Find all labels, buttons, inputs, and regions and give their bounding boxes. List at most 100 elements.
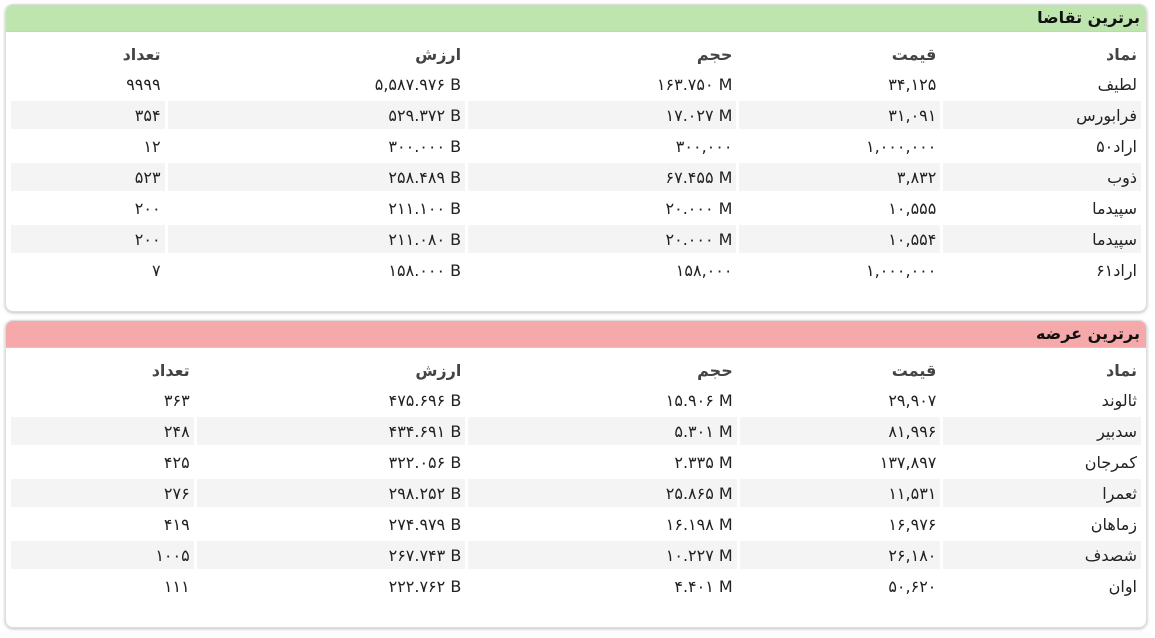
symbol-cell: زماهان: [1090, 514, 1137, 534]
value-cell: ۵۰,۶۲۰: [888, 576, 937, 596]
table: نماد قیمت حجم ارزش تعداد لطیف ۳۴,۱۲۵ ۱۶۳.۷۵۰ M ۵…: [8, 38, 1144, 287]
row: ذوب ۳,۸۳۲ ۶۷.۴۵۵ M ۲۵۸.۴۸۹ B ۵۲۳: [11, 163, 1141, 191]
symbol-cell: اراد۶۱: [1096, 260, 1137, 280]
symbol-cell: لطیف: [1097, 74, 1137, 94]
table: نماد قیمت حجم ارزش تعداد ثالوند ۲۹,۹۰۷ ۱۵.۹۰۶ M…: [8, 354, 1144, 603]
symbol-cell: سپیدما: [1092, 198, 1137, 218]
row: سپیدما ۱۰,۵۵۴ ۲۰.۰۰۰ M ۲۱۱.۰۸۰ B ۲۰۰: [11, 225, 1141, 253]
value-cell: ۲۷۴.۹۷۹ B: [388, 514, 462, 534]
value-cell: ۱۷.۰۲۷ M: [468, 101, 737, 129]
value-cell: ۲۰.۰۰۰ M: [468, 225, 737, 253]
value-cell: ۲۶,۱۸۰: [739, 541, 941, 569]
value-cell: ۲۰۰: [11, 225, 165, 253]
value-cell: ۳۰۰,۰۰۰: [675, 136, 733, 156]
row: کمرجان ۱۳۷,۸۹۷ ۲.۳۳۵ M ۳۲۲.۰۵۶ B ۴۲۵: [11, 448, 1141, 476]
symbol-cell: سپیدما: [943, 225, 1141, 253]
value-cell: ۴۱۹: [163, 514, 190, 534]
value-cell: ۱۵۸.۰۰۰ B: [388, 260, 462, 280]
panel-title: برترین عرضه: [6, 321, 1146, 348]
value-cell: ۲۹,۹۰۷: [888, 390, 937, 410]
column-header: حجم: [697, 360, 733, 380]
panel-title: برترین تقاضا: [6, 5, 1146, 32]
column-header: ارزش: [415, 360, 462, 380]
value-cell: ۲۹۸.۲۵۲ B: [196, 479, 466, 507]
value-cell: ۳۴,۱۲۵: [888, 74, 937, 94]
value-cell: ۱۶۳.۷۵۰ M: [656, 74, 733, 94]
value-cell: ۸۱,۹۹۶: [739, 417, 941, 445]
column-header: تعداد: [122, 44, 161, 64]
value-cell: ۲۴۸: [11, 417, 194, 445]
symbol-cell: اوان: [1108, 576, 1137, 596]
value-cell: ۱۰۰۵: [11, 541, 194, 569]
value-cell: ۱,۰۰۰,۰۰۰: [866, 136, 937, 156]
value-cell: ۲۱۱.۰۸۰ B: [167, 225, 466, 253]
value-cell: ۵۲۳: [11, 163, 165, 191]
symbol-cell: ثالوند: [1101, 390, 1137, 410]
value-cell: ۳,۸۳۲: [739, 163, 941, 191]
value-cell: ۵۲۹.۳۷۲ B: [167, 101, 466, 129]
symbol-cell: فرابورس: [943, 101, 1141, 129]
row: لطیف ۳۴,۱۲۵ ۱۶۳.۷۵۰ M ۵,۵۸۷.۹۷۶ B ۹۹۹۹: [11, 70, 1141, 98]
row: فرابورس ۳۱,۰۹۱ ۱۷.۰۲۷ M ۵۲۹.۳۷۲ B ۳۵۴: [11, 101, 1141, 129]
value-cell: ۱۰,۵۵۵: [888, 198, 937, 218]
value-cell: ۲۰.۰۰۰ M: [665, 198, 733, 218]
value-cell: ۱۱۱: [163, 576, 190, 596]
value-cell: ۷: [151, 260, 161, 280]
row: سدبیر ۸۱,۹۹۶ ۵.۳۰۱ M ۴۳۴.۶۹۱ B ۲۴۸: [11, 417, 1141, 445]
value-cell: ۲۰۰: [134, 198, 161, 218]
symbol-cell: اراد۵۰: [1096, 136, 1137, 156]
header-row: نماد قیمت حجم ارزش تعداد: [11, 357, 1141, 383]
value-cell: ۲۶۷.۷۴۳ B: [196, 541, 466, 569]
value-cell: ۵,۵۸۷.۹۷۶ B: [374, 74, 462, 94]
value-cell: ۵.۳۰۱ M: [468, 417, 737, 445]
value-cell: ۶۷.۴۵۵ M: [468, 163, 737, 191]
value-cell: ۲۵.۸۶۵ M: [468, 479, 737, 507]
value-cell: ۲۱۱.۱۰۰ B: [388, 198, 462, 218]
column-header: قیمت: [891, 44, 937, 64]
symbol-cell: ذوب: [943, 163, 1141, 191]
value-cell: ۳۵۴: [11, 101, 165, 129]
value-cell: ۱۶.۱۹۸ M: [665, 514, 733, 534]
column-header: حجم: [696, 44, 733, 64]
row: ثالوند ۲۹,۹۰۷ ۱۵.۹۰۶ M ۴۷۵.۶۹۶ B ۳۶۳: [11, 386, 1141, 414]
value-cell: ۴.۴۰۱ M: [674, 576, 733, 596]
row: اراد۵۰ ۱,۰۰۰,۰۰۰ ۳۰۰,۰۰۰ ۳۰۰.۰۰۰ B ۱۲: [11, 132, 1141, 160]
value-cell: ۳۰۰.۰۰۰ B: [388, 136, 462, 156]
value-cell: ۲۲۲.۷۶۲ B: [388, 576, 462, 596]
row: سپیدما ۱۰,۵۵۵ ۲۰.۰۰۰ M ۲۱۱.۱۰۰ B ۲۰۰: [11, 194, 1141, 222]
header-row: نماد قیمت حجم ارزش تعداد: [11, 41, 1141, 67]
value-cell: ۳۶۳: [163, 390, 190, 410]
column-header: ارزش: [415, 44, 462, 64]
value-cell: ۱۳۷,۸۹۷: [879, 452, 937, 472]
symbol-cell: ثعمرا: [943, 479, 1141, 507]
value-cell: ۱۵۸,۰۰۰: [675, 260, 733, 280]
panel: برترین عرضه نماد قیمت حجم ارزش تعداد ثالوند ۲۹,…: [5, 320, 1147, 628]
row: اوان ۵۰,۶۲۰ ۴.۴۰۱ M ۲۲۲.۷۶۲ B ۱۱۱: [11, 572, 1141, 600]
value-cell: ۴۲۵: [163, 452, 190, 472]
column-header: نماد: [1106, 360, 1137, 380]
row: اراد۶۱ ۱,۰۰۰,۰۰۰ ۱۵۸,۰۰۰ ۱۵۸.۰۰۰ B ۷: [11, 256, 1141, 284]
column-header: نماد: [1106, 44, 1137, 64]
value-cell: ۱۰.۲۲۷ M: [468, 541, 737, 569]
value-cell: ۳۲۲.۰۵۶ B: [388, 452, 462, 472]
value-cell: ۹۹۹۹: [126, 74, 161, 94]
value-cell: ۱,۰۰۰,۰۰۰: [866, 260, 937, 280]
symbol-cell: کمرجان: [1084, 452, 1137, 472]
value-cell: ۴۳۴.۶۹۱ B: [196, 417, 466, 445]
symbol-cell: سدبیر: [943, 417, 1141, 445]
value-cell: ۱۲: [143, 136, 161, 156]
symbol-cell: شصدف: [943, 541, 1141, 569]
value-cell: ۲۷۶: [11, 479, 194, 507]
value-cell: ۲۵۸.۴۸۹ B: [167, 163, 466, 191]
column-header: تعداد: [151, 360, 190, 380]
column-header: قیمت: [891, 360, 937, 380]
value-cell: ۱۱,۵۳۱: [739, 479, 941, 507]
row: شصدف ۲۶,۱۸۰ ۱۰.۲۲۷ M ۲۶۷.۷۴۳ B ۱۰۰۵: [11, 541, 1141, 569]
value-cell: ۴۷۵.۶۹۶ B: [388, 390, 462, 410]
value-cell: ۱۰,۵۵۴: [739, 225, 941, 253]
row: زماهان ۱۶,۹۷۶ ۱۶.۱۹۸ M ۲۷۴.۹۷۹ B ۴۱۹: [11, 510, 1141, 538]
row: ثعمرا ۱۱,۵۳۱ ۲۵.۸۶۵ M ۲۹۸.۲۵۲ B ۲۷۶: [11, 479, 1141, 507]
value-cell: ۱۵.۹۰۶ M: [665, 390, 733, 410]
value-cell: ۲.۳۳۵ M: [674, 452, 733, 472]
